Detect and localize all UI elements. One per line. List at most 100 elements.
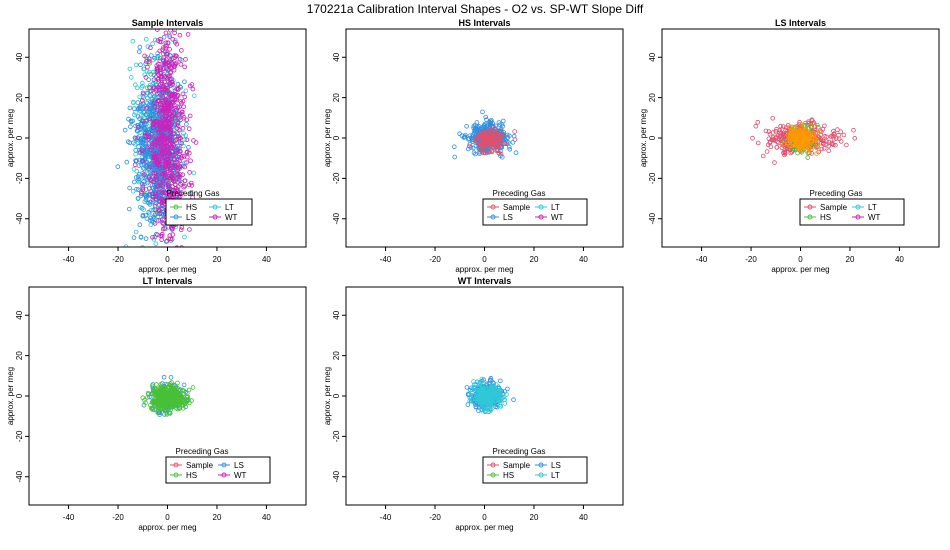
point-wt bbox=[178, 181, 183, 187]
point-wt bbox=[165, 126, 171, 131]
point-sample bbox=[821, 146, 827, 151]
point-sample bbox=[755, 140, 761, 146]
y-tick-label: 0 bbox=[15, 135, 24, 140]
point-sample bbox=[830, 142, 836, 148]
point-ls bbox=[473, 404, 479, 410]
point-ls bbox=[134, 187, 139, 192]
point-wt bbox=[164, 52, 170, 57]
point-ls bbox=[155, 53, 161, 59]
legend-label-ls: LS bbox=[551, 461, 561, 470]
point-wt bbox=[159, 237, 165, 243]
point-wt bbox=[156, 207, 162, 212]
point-wt bbox=[176, 136, 182, 142]
point-sample bbox=[485, 136, 491, 141]
point-wt bbox=[175, 121, 181, 126]
point-hs bbox=[144, 85, 150, 91]
point-wt bbox=[140, 118, 146, 124]
point-lt bbox=[479, 397, 484, 403]
point-ls bbox=[144, 216, 150, 221]
point-wt bbox=[166, 73, 171, 79]
point-wt bbox=[155, 29, 160, 32]
x-tick-label: -40 bbox=[696, 255, 708, 264]
point-hs bbox=[175, 380, 180, 386]
point-wt bbox=[183, 57, 188, 62]
point-wt bbox=[161, 170, 167, 176]
points bbox=[115, 29, 200, 354]
point-wt bbox=[156, 135, 161, 141]
point-sample bbox=[851, 127, 856, 133]
point-wt bbox=[168, 70, 174, 75]
point-lt bbox=[129, 75, 134, 80]
point-ls bbox=[811, 123, 817, 129]
point-sample bbox=[484, 130, 490, 136]
point-sample bbox=[474, 135, 479, 141]
point-wt bbox=[157, 58, 163, 64]
point-wt bbox=[162, 191, 168, 196]
point-wt bbox=[182, 183, 188, 189]
point-wt bbox=[181, 154, 187, 159]
point-wt bbox=[186, 126, 192, 131]
point-wt bbox=[165, 299, 169, 303]
point-wt bbox=[158, 350, 162, 354]
y-tick-label: -40 bbox=[15, 212, 24, 224]
point-ls bbox=[140, 138, 146, 143]
point-ls bbox=[465, 146, 471, 152]
point-ls bbox=[151, 214, 157, 220]
y-tick-label: -40 bbox=[648, 212, 657, 224]
point-ls bbox=[150, 113, 156, 118]
point-ls bbox=[128, 124, 133, 129]
point-hs bbox=[164, 412, 170, 417]
point-wt bbox=[177, 32, 183, 38]
point-sample bbox=[778, 123, 783, 129]
y-tick-label: -20 bbox=[648, 172, 657, 184]
point-sample bbox=[477, 147, 482, 152]
point-sample bbox=[782, 148, 787, 153]
point-ls bbox=[133, 148, 139, 153]
point-lt bbox=[497, 389, 503, 394]
point-ls bbox=[470, 132, 476, 137]
point-sample bbox=[770, 138, 775, 143]
legend-marker-hs bbox=[173, 472, 179, 478]
point-wt bbox=[172, 188, 178, 194]
legend-marker-sample bbox=[807, 204, 813, 210]
point-ls bbox=[496, 120, 502, 125]
point-wt bbox=[158, 146, 163, 151]
point-wt bbox=[135, 125, 141, 130]
point-ls bbox=[137, 222, 143, 228]
point-wt bbox=[170, 152, 176, 158]
point-wt bbox=[186, 182, 192, 188]
point-hs bbox=[189, 398, 195, 403]
point-wt bbox=[180, 253, 184, 257]
point-ls bbox=[144, 121, 149, 127]
point-ls bbox=[186, 145, 191, 150]
panel-1: -40 -20 0 20 40 -40 -20 0 20 40 Sample Intervals ap… bbox=[6, 18, 307, 354]
x-tick-label: -40 bbox=[63, 255, 75, 264]
point-hs bbox=[163, 408, 168, 413]
point-ls bbox=[806, 146, 812, 151]
point-lt bbox=[480, 392, 486, 397]
x-tick-label: 40 bbox=[895, 255, 904, 264]
point-ls bbox=[793, 135, 799, 141]
point-wt bbox=[174, 151, 179, 156]
point-wt bbox=[162, 79, 167, 85]
point-lt bbox=[183, 88, 189, 94]
legend-label-lt: LT bbox=[868, 203, 877, 212]
point-wt bbox=[167, 153, 173, 159]
point-wt bbox=[187, 83, 193, 89]
point-wt bbox=[170, 232, 176, 237]
point-lt bbox=[131, 167, 137, 172]
point-lt bbox=[469, 390, 475, 396]
point-wt bbox=[174, 245, 179, 247]
point-wt bbox=[155, 248, 159, 252]
point-sample bbox=[844, 142, 849, 148]
point-sample bbox=[496, 132, 502, 138]
point-ls bbox=[148, 254, 152, 258]
point-ls bbox=[464, 385, 470, 390]
point-ls bbox=[127, 185, 132, 191]
legend-marker-sample bbox=[490, 204, 496, 210]
point-sample bbox=[784, 145, 790, 151]
point-wt bbox=[144, 59, 149, 64]
point-wt bbox=[189, 183, 195, 188]
point-ls bbox=[132, 135, 138, 141]
point-wt bbox=[161, 55, 167, 60]
